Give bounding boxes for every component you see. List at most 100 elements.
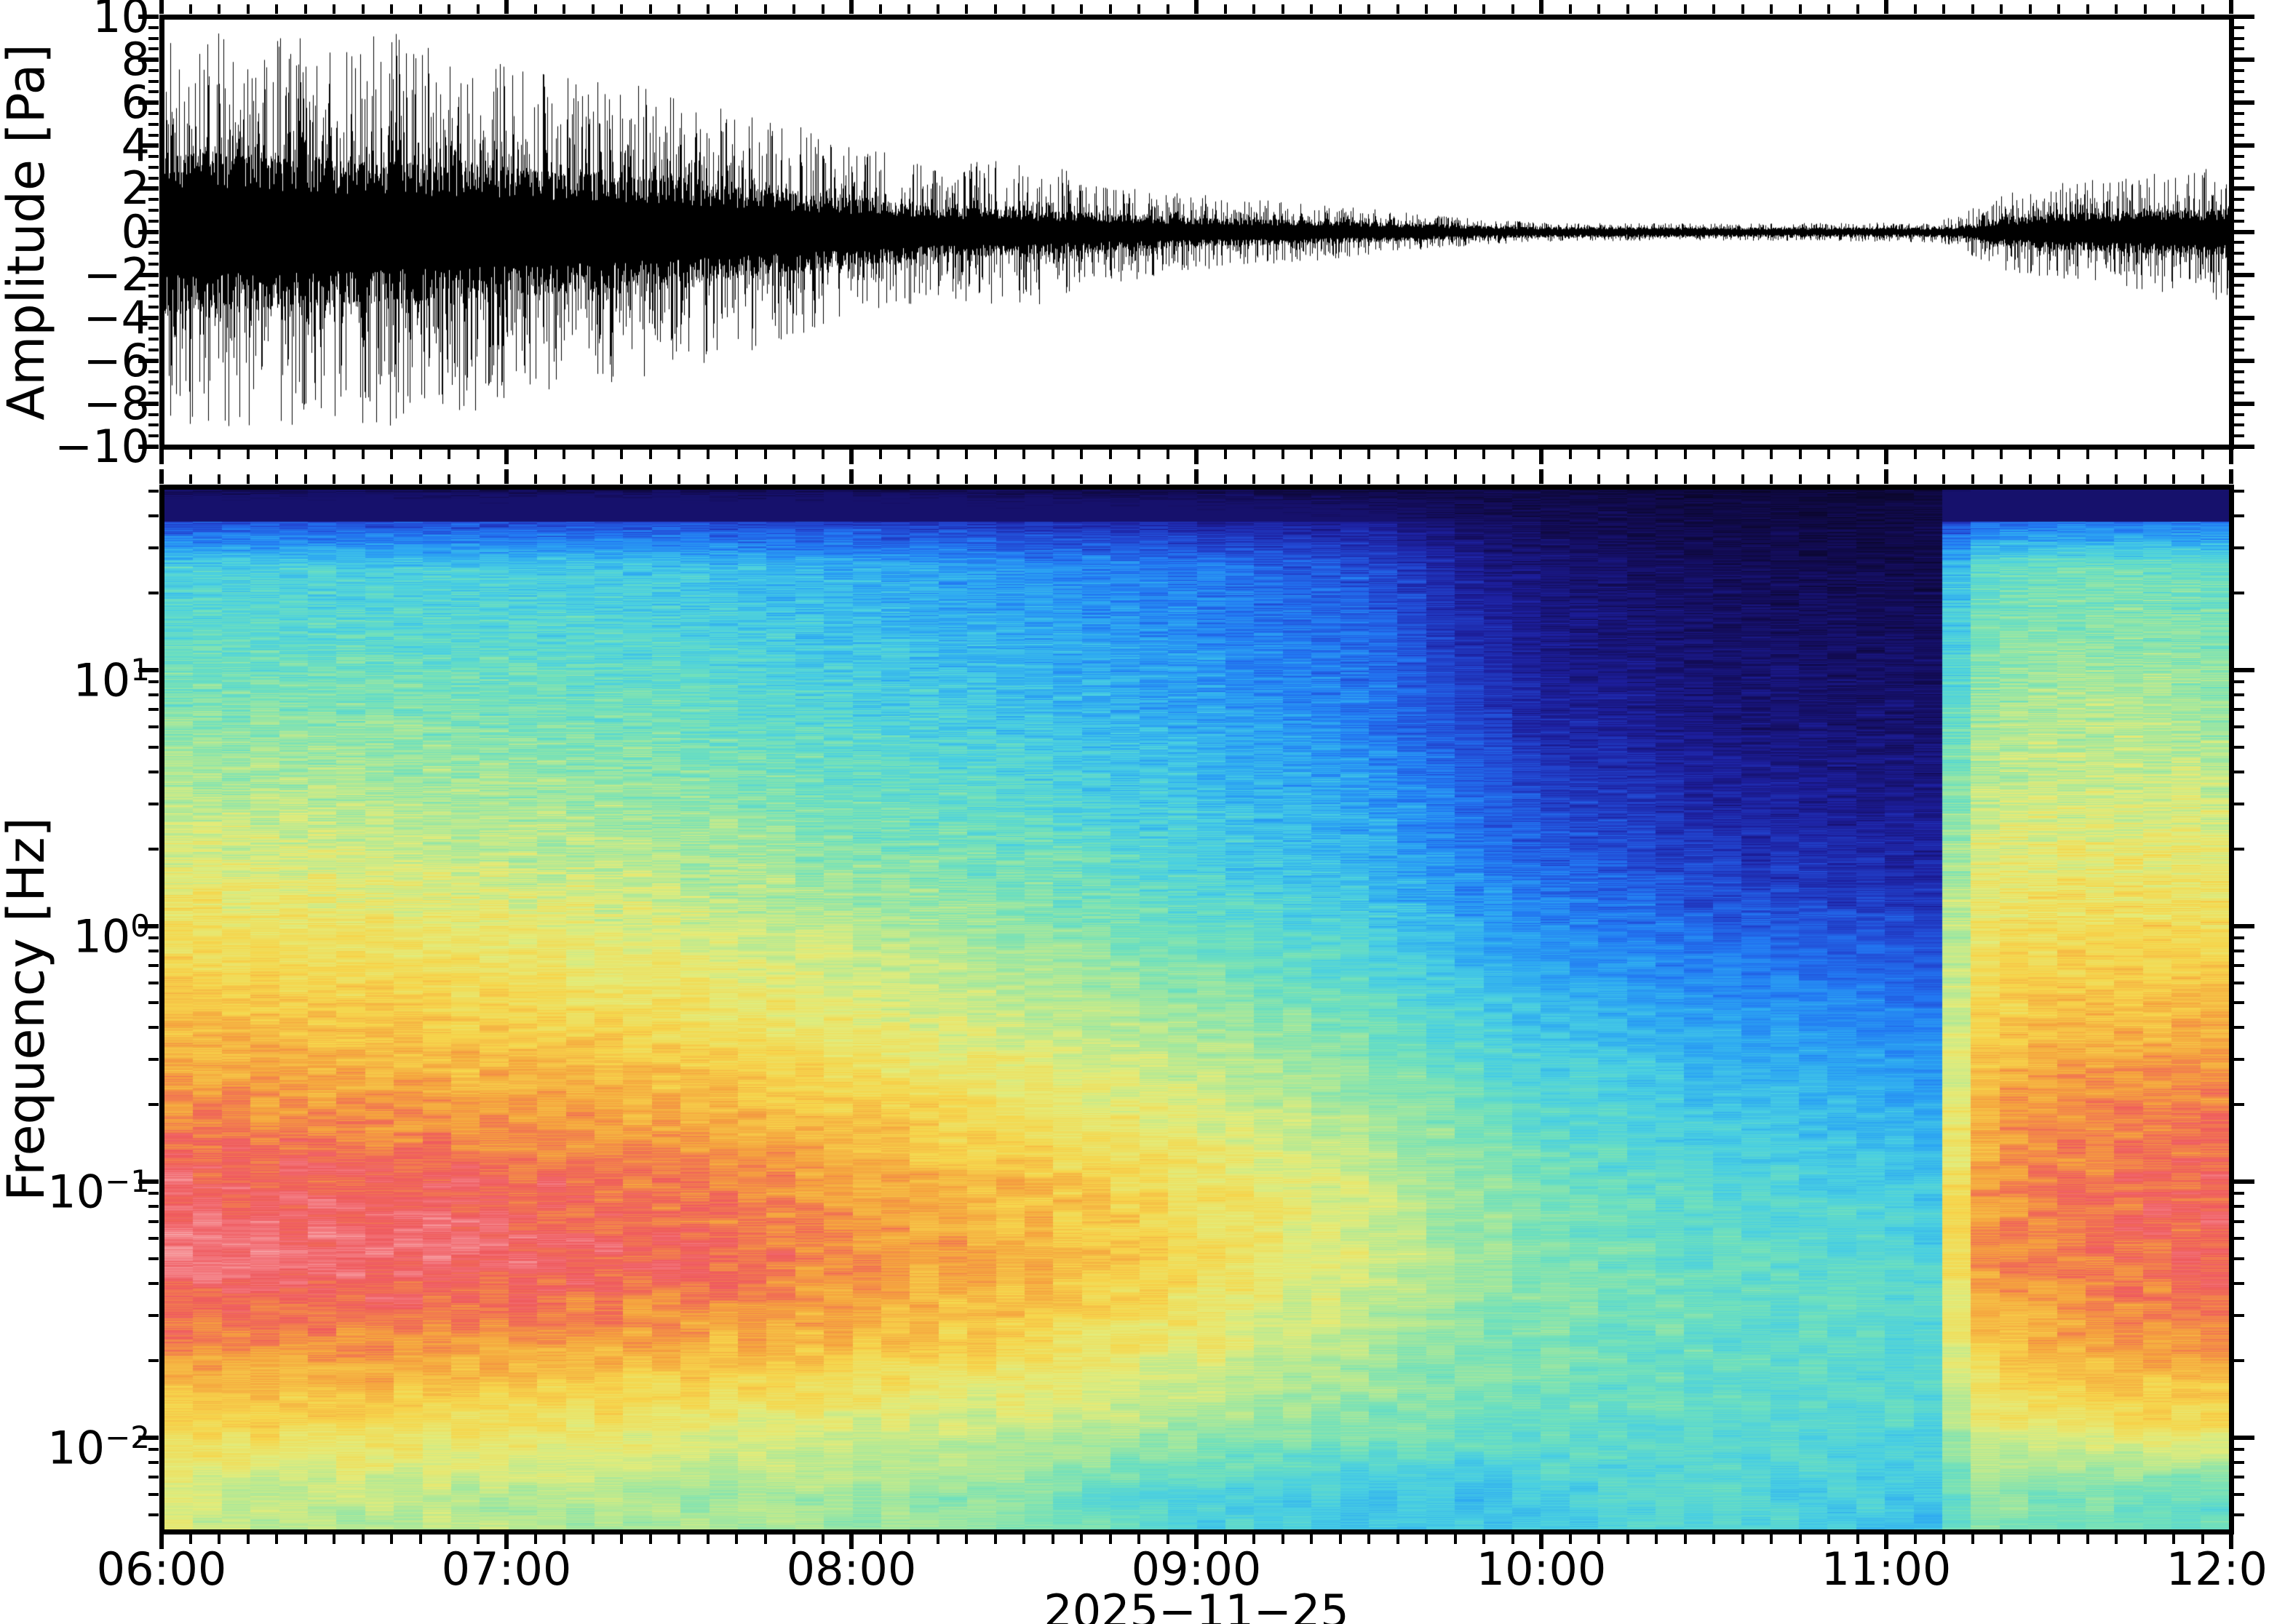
x-tick-minor: [333, 474, 335, 484]
y-tick-label: 10: [92, 0, 150, 43]
y-tick-major: [138, 229, 159, 234]
x-tick-minor: [648, 4, 652, 14]
x-tick-minor: [1741, 4, 1744, 14]
y-tick-label: 2: [121, 162, 150, 215]
y-tick-label: 10−1: [47, 1163, 150, 1219]
x-tick-minor: [1281, 1535, 1284, 1544]
x-tick-minor: [620, 450, 623, 459]
y-tick-minor: [148, 1001, 159, 1005]
x-tick-minor: [1367, 1535, 1370, 1544]
y-tick-minor: [2234, 745, 2244, 749]
y-tick-minor: [2234, 133, 2244, 137]
x-tick-minor: [763, 450, 767, 459]
x-tick-minor: [1281, 450, 1284, 459]
x-tick-minor: [1367, 450, 1370, 459]
y-tick-minor: [148, 36, 159, 40]
x-tick-minor: [2057, 4, 2060, 14]
x-tick-minor: [1971, 474, 1974, 484]
y-tick-minor: [148, 514, 159, 518]
x-tick-minor: [246, 1535, 250, 1544]
x-tick-minor: [2201, 450, 2204, 459]
x-tick-minor: [2172, 1535, 2175, 1544]
x-tick-minor: [2172, 4, 2175, 14]
y-tick-minor: [148, 423, 159, 427]
x-tick-minor: [246, 450, 250, 459]
x-tick-minor: [476, 450, 480, 459]
x-tick-minor: [1712, 450, 1715, 459]
y-tick-label: 100: [73, 907, 150, 963]
x-tick-minor: [418, 474, 422, 484]
y-tick-minor: [148, 1461, 159, 1464]
x-tick-minor: [1367, 474, 1370, 484]
x-tick-major: [1539, 450, 1543, 464]
y-tick-major: [2234, 1179, 2254, 1185]
x-tick-minor: [1856, 450, 1859, 459]
x-tick-minor: [735, 450, 738, 459]
x-tick-minor: [1310, 450, 1313, 459]
y-tick-major: [2234, 401, 2254, 406]
x-tick-minor: [563, 1535, 565, 1544]
x-tick-minor: [418, 450, 422, 459]
x-tick-label: 12:00: [2166, 1543, 2269, 1596]
x-tick-minor: [2000, 450, 2003, 459]
x-tick-minor: [2057, 1535, 2060, 1544]
x-tick-minor: [303, 450, 307, 459]
y-tick-minor: [148, 1237, 159, 1241]
y-tick-minor: [2234, 305, 2244, 309]
x-tick-minor: [2086, 4, 2089, 14]
y-tick-minor: [2234, 68, 2244, 72]
y-tick-minor: [2234, 1219, 2244, 1223]
y-tick-minor: [148, 133, 159, 137]
x-tick-minor: [1425, 4, 1428, 14]
x-tick-minor: [1827, 1535, 1830, 1544]
x-tick-minor: [907, 4, 910, 14]
y-tick-major: [2234, 315, 2254, 320]
x-tick-minor: [1798, 474, 1802, 484]
y-tick-major: [138, 57, 159, 63]
x-tick-minor: [448, 450, 450, 459]
y-tick-minor: [148, 219, 159, 223]
y-tick-minor: [148, 381, 159, 384]
x-tick-minor: [591, 4, 595, 14]
x-tick-minor: [591, 1535, 595, 1544]
x-tick-minor: [735, 4, 738, 14]
x-tick-minor: [677, 4, 680, 14]
y-tick-minor: [2234, 725, 2244, 728]
y-tick-minor: [2234, 949, 2244, 952]
x-tick-minor: [1080, 474, 1083, 484]
x-tick-minor: [2115, 450, 2118, 459]
x-tick-minor: [1137, 474, 1140, 484]
y-tick-label: 0: [121, 204, 150, 258]
y-tick-minor: [148, 591, 159, 594]
x-tick-minor: [303, 4, 307, 14]
y-tick-minor: [2234, 1001, 2244, 1005]
x-tick-minor: [1626, 474, 1629, 484]
x-tick-minor: [1798, 450, 1802, 459]
x-tick-minor: [1108, 4, 1112, 14]
y-tick-minor: [2234, 680, 2244, 683]
x-tick-minor: [821, 4, 824, 14]
x-tick-minor: [1683, 1535, 1687, 1544]
y-tick-minor: [2234, 90, 2244, 94]
x-tick-minor: [2201, 474, 2204, 484]
x-tick-minor: [1655, 450, 1658, 459]
x-tick-minor: [2057, 450, 2060, 459]
y-tick-minor: [2234, 1192, 2244, 1195]
x-tick-minor: [1137, 450, 1140, 459]
x-tick-minor: [620, 474, 623, 484]
y-tick-minor: [2234, 981, 2244, 984]
y-tick-minor: [2234, 284, 2244, 287]
x-tick-label: 09:00: [1131, 1543, 1262, 1596]
x-tick-major: [159, 0, 164, 14]
plot-border-left: [159, 15, 164, 450]
x-tick-major: [504, 469, 509, 484]
y-tick-minor: [148, 434, 159, 438]
y-tick-minor: [2234, 327, 2244, 330]
y-tick-minor: [2234, 1513, 2244, 1516]
y-tick-minor: [148, 1058, 159, 1062]
waveform-plot: [164, 20, 2229, 445]
x-tick-minor: [763, 1535, 767, 1544]
y-tick-label: 101: [73, 651, 150, 707]
x-tick-minor: [1942, 474, 1945, 484]
y-tick-minor: [2234, 1282, 2244, 1286]
